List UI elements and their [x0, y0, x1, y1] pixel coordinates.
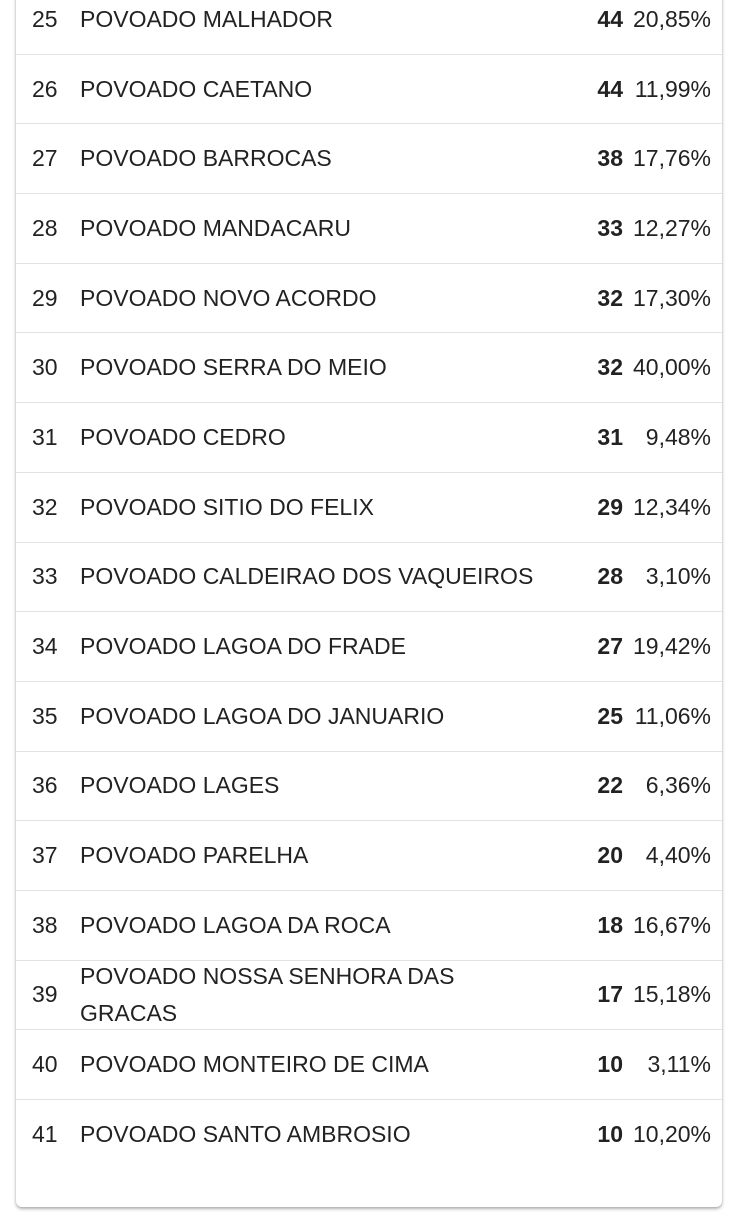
name-cell: POVOADO LAGOA DO FRADE: [80, 633, 406, 660]
percent-cell: 16,67%: [632, 911, 711, 938]
percent-cell: 9,48%: [645, 423, 711, 450]
percent-cell: 12,27%: [632, 214, 711, 241]
rank-cell: 25: [32, 5, 58, 32]
rank-cell: 26: [32, 75, 58, 102]
table-row[interactable]: 32 POVOADO SITIO DO FELIX 29 12,34%: [16, 473, 722, 543]
percent-cell: 17,30%: [632, 284, 711, 311]
count-cell: 33: [597, 214, 623, 241]
rank-cell: 28: [32, 214, 58, 241]
percent-cell: 17,76%: [632, 145, 711, 172]
name-cell: POVOADO SITIO DO FELIX: [80, 493, 374, 520]
table-row[interactable]: 38 POVOADO LAGOA DA ROCA 18 16,67%: [16, 891, 722, 961]
percent-cell: 40,00%: [632, 354, 711, 381]
count-cell: 28: [597, 563, 623, 590]
rank-cell: 30: [32, 354, 58, 381]
rank-cell: 32: [32, 493, 58, 520]
percent-cell: 15,18%: [632, 981, 711, 1008]
percent-cell: 3,10%: [645, 563, 711, 590]
name-cell: POVOADO CALDEIRAO DOS VAQUEIROS: [80, 563, 534, 590]
rank-cell: 34: [32, 633, 58, 660]
percent-cell: 19,42%: [632, 633, 711, 660]
count-cell: 27: [597, 633, 623, 660]
percent-cell: 11,99%: [634, 75, 711, 102]
percent-cell: 3,11%: [647, 1051, 711, 1078]
count-cell: 32: [597, 354, 623, 381]
count-cell: 38: [597, 145, 623, 172]
name-cell: POVOADO LAGES: [80, 772, 280, 799]
name-cell: POVOADO CAETANO: [80, 75, 313, 102]
table-row[interactable]: 35 POVOADO LAGOA DO JANUARIO 25 11,06%: [16, 682, 722, 752]
name-cell: POVOADO LAGOA DO JANUARIO: [80, 702, 445, 729]
percent-cell: 10,20%: [632, 1121, 711, 1148]
count-cell: 44: [597, 5, 623, 32]
count-cell: 44: [597, 75, 623, 102]
name-cell: POVOADO SANTO AMBROSIO: [80, 1121, 411, 1148]
percent-cell: 20,85%: [632, 5, 711, 32]
percent-cell: 4,40%: [645, 842, 711, 869]
rank-cell: 40: [32, 1051, 58, 1078]
name-cell: POVOADO NOSSA SENHORA DAS GRACAS: [80, 962, 455, 1026]
count-cell: 10: [597, 1121, 623, 1148]
name-cell: POVOADO LAGOA DA ROCA: [80, 911, 391, 938]
table-row[interactable]: 33 POVOADO CALDEIRAO DOS VAQUEIROS 28 3,10%: [16, 543, 722, 613]
table-row[interactable]: 39 POVOADO NOSSA SENHORA DAS GRACAS 17 15,1…: [16, 961, 722, 1031]
name-cell: POVOADO BARROCAS: [80, 145, 332, 172]
rank-cell: 37: [32, 842, 58, 869]
table-row[interactable]: 26 POVOADO CAETANO 44 11,99%: [16, 55, 722, 125]
name-cell: POVOADO MANDACARU: [80, 214, 351, 241]
table-row[interactable]: 30 POVOADO SERRA DO MEIO 32 40,00%: [16, 333, 722, 404]
count-cell: 18: [597, 911, 623, 938]
rank-cell: 41: [32, 1121, 58, 1148]
percent-cell: 11,06%: [634, 702, 711, 729]
rank-cell: 36: [32, 772, 58, 799]
count-cell: 32: [597, 284, 623, 311]
table-row[interactable]: 31 POVOADO CEDRO 31 9,48%: [16, 403, 722, 473]
rank-cell: 33: [32, 563, 58, 590]
rank-cell: 31: [32, 423, 58, 450]
count-cell: 31: [597, 423, 623, 450]
table-row[interactable]: 28 POVOADO MANDACARU 33 12,27%: [16, 194, 722, 264]
count-cell: 22: [597, 772, 623, 799]
count-cell: 29: [597, 493, 623, 520]
table-row[interactable]: 36 POVOADO LAGES 22 6,36%: [16, 752, 722, 822]
table-row[interactable]: 25 POVOADO MALHADOR 44 20,85%: [16, 0, 722, 55]
name-cell: POVOADO SERRA DO MEIO: [80, 354, 387, 381]
rank-cell: 29: [32, 284, 58, 311]
rank-cell: 27: [32, 145, 58, 172]
count-cell: 17: [597, 981, 623, 1008]
count-cell: 20: [597, 842, 623, 869]
table-row[interactable]: 34 POVOADO LAGOA DO FRADE 27 19,42%: [16, 612, 722, 682]
count-cell: 10: [597, 1051, 623, 1078]
table-row[interactable]: 41 POVOADO SANTO AMBROSIO 10 10,20%: [16, 1100, 722, 1170]
name-cell: POVOADO MALHADOR: [80, 5, 334, 32]
rank-cell: 35: [32, 702, 58, 729]
rank-cell: 38: [32, 911, 58, 938]
rank-cell: 39: [32, 981, 58, 1008]
percent-cell: 12,34%: [632, 493, 711, 520]
count-cell: 25: [597, 702, 623, 729]
table-row[interactable]: 27 POVOADO BARROCAS 38 17,76%: [16, 124, 722, 195]
table-row[interactable]: 37 POVOADO PARELHA 20 4,40%: [16, 821, 722, 891]
name-cell: POVOADO MONTEIRO DE CIMA: [80, 1051, 429, 1078]
name-cell: POVOADO PARELHA: [80, 842, 309, 869]
name-cell: POVOADO CEDRO: [80, 423, 286, 450]
table-row[interactable]: 29 POVOADO NOVO ACORDO 32 17,30%: [16, 264, 722, 334]
percent-cell: 6,36%: [645, 772, 711, 799]
name-cell: POVOADO NOVO ACORDO: [80, 284, 377, 311]
table-row[interactable]: 40 POVOADO MONTEIRO DE CIMA 10 3,11%: [16, 1030, 722, 1100]
results-list: 25 POVOADO MALHADOR 44 20,85% 26 POVOADO CAET…: [16, 0, 722, 1207]
